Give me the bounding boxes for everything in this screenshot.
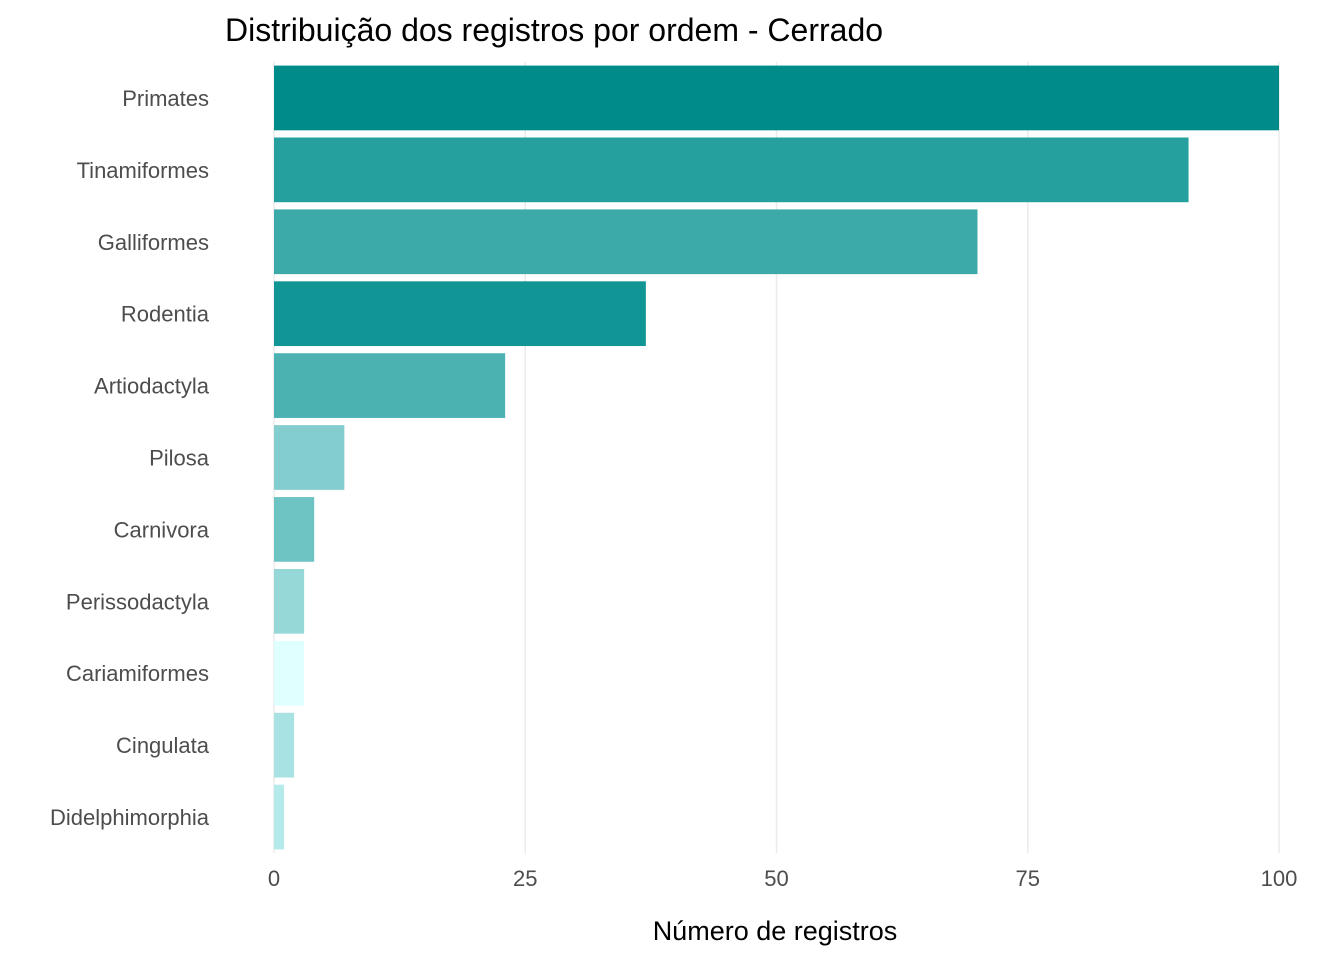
x-tick-label-50: 50	[764, 866, 788, 891]
x-tick-label-0: 0	[268, 866, 280, 891]
bar-perissodactyla	[274, 568, 305, 634]
bars-layer	[274, 65, 1279, 850]
bar-primates	[274, 65, 1279, 131]
bar-galliformes	[274, 209, 978, 275]
bar-tinamiformes	[274, 137, 1189, 203]
y-tick-label-cingulata: Cingulata	[116, 733, 210, 758]
x-tick-labels: 0 25 50 75 100	[268, 866, 1297, 891]
bar-rodentia	[274, 281, 646, 347]
y-tick-label-tinamiformes: Tinamiformes	[77, 158, 209, 183]
y-tick-label-rodentia: Rodentia	[121, 302, 210, 327]
x-tick-label-75: 75	[1016, 866, 1040, 891]
x-axis-title: Número de registros	[653, 916, 898, 946]
bar-artiodactyla	[274, 353, 506, 418]
y-tick-labels: Primates Tinamiformes Galliformes Rodentia A…	[50, 86, 210, 830]
y-tick-label-carnivora: Carnivora	[114, 517, 210, 542]
y-tick-label-didelphimorphia: Didelphimorphia	[50, 805, 210, 830]
bar-didelphimorphia	[274, 784, 285, 850]
y-tick-label-artiodactyla: Artiodactyla	[94, 374, 210, 399]
y-tick-label-primates: Primates	[122, 86, 209, 111]
bar-cingulata	[274, 712, 295, 778]
bar-cariamiformes	[274, 640, 305, 706]
x-tick-label-25: 25	[513, 866, 537, 891]
bar-carnivora	[274, 497, 315, 562]
x-tick-label-100: 100	[1261, 866, 1298, 891]
chart-title: Distribuição dos registros por ordem - C…	[225, 12, 883, 48]
bar-pilosa	[274, 425, 345, 490]
y-tick-label-pilosa: Pilosa	[149, 446, 210, 471]
y-tick-label-galliformes: Galliformes	[98, 230, 209, 255]
y-tick-label-cariamiformes: Cariamiformes	[66, 661, 209, 686]
y-tick-label-perissodactyla: Perissodactyla	[66, 589, 210, 614]
